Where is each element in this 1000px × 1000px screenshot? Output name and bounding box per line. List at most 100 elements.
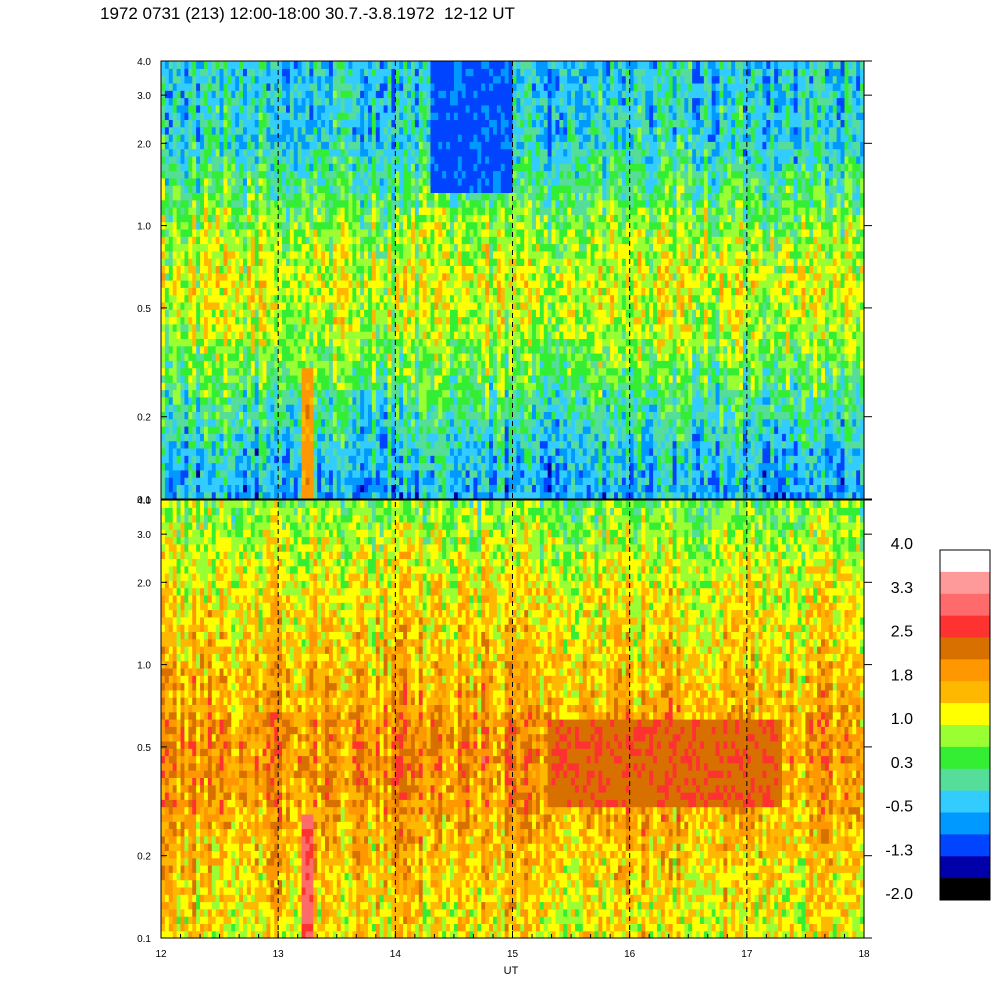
spectrogram-cell xyxy=(505,441,510,449)
spectrogram-cell xyxy=(415,397,420,405)
spectrogram-cell xyxy=(618,382,623,390)
spectrogram-cell xyxy=(579,360,584,368)
spectrogram-cell xyxy=(622,353,627,361)
spectrogram-cell xyxy=(282,463,287,471)
spectrogram-cell xyxy=(680,463,685,471)
spectrogram-cell xyxy=(641,397,646,405)
spectrogram-cell xyxy=(598,448,603,456)
spectrogram-cell xyxy=(829,338,834,346)
spectrogram-cell xyxy=(259,411,264,419)
spectrogram-cell xyxy=(587,360,592,368)
spectrogram-cell xyxy=(415,368,420,376)
spectrogram-cell xyxy=(606,375,611,383)
spectrogram-cell xyxy=(708,411,713,419)
spectrogram-cell xyxy=(345,382,350,390)
spectrogram-cell xyxy=(329,477,334,485)
spectrogram-cell xyxy=(778,368,783,376)
spectrogram-cell xyxy=(731,368,736,376)
spectrogram-cell xyxy=(759,317,764,325)
spectrogram-cell xyxy=(837,390,842,398)
spectrogram-cell xyxy=(782,382,787,390)
spectrogram-cell xyxy=(524,477,529,485)
spectrogram-cell xyxy=(223,441,228,449)
spectrogram-cell xyxy=(829,411,834,419)
spectrogram-cell xyxy=(333,470,338,478)
spectrogram-cell xyxy=(513,346,518,354)
spectrogram-cell xyxy=(231,463,236,471)
spectrogram-cell xyxy=(282,331,287,339)
spectrogram-cell xyxy=(399,404,404,412)
spectrogram-cell xyxy=(196,324,201,332)
spectrogram-cell xyxy=(544,455,549,463)
spectrogram-cell xyxy=(630,397,635,405)
spectrogram-cell xyxy=(220,492,225,500)
spectrogram-cell xyxy=(532,404,537,412)
spectrogram-cell xyxy=(813,470,818,478)
spectrogram-cell xyxy=(712,426,717,434)
spectrogram-cell xyxy=(520,346,525,354)
spectrogram-cell xyxy=(712,331,717,339)
spectrogram-cell xyxy=(399,411,404,419)
spectrogram-cell xyxy=(329,463,334,471)
spectrogram-cell xyxy=(231,470,236,478)
spectrogram-cell xyxy=(188,382,193,390)
spectrogram-cell xyxy=(727,441,732,449)
spectrogram-cell xyxy=(524,484,529,492)
spectrogram-cell xyxy=(513,463,518,471)
spectrogram-cell xyxy=(427,317,432,325)
spectrogram-cell xyxy=(216,309,221,317)
spectrogram-cell xyxy=(540,317,545,325)
spectrogram-cell xyxy=(247,477,252,485)
spectrogram-cell xyxy=(610,441,615,449)
spectrogram-cell xyxy=(692,419,697,427)
spectrogram-cell xyxy=(181,317,186,325)
spectrogram-cell xyxy=(177,331,182,339)
spectrogram-cell xyxy=(782,492,787,500)
spectrogram-cell xyxy=(438,463,443,471)
spectrogram-cell xyxy=(462,353,467,361)
spectrogram-cell xyxy=(552,368,557,376)
spectrogram-cell xyxy=(306,455,311,463)
spectrogram-cell xyxy=(618,346,623,354)
spectrogram-cell xyxy=(692,404,697,412)
spectrogram-cell xyxy=(528,484,533,492)
spectrogram-cell xyxy=(778,492,783,500)
spectrogram-cell xyxy=(833,368,838,376)
spectrogram-cell xyxy=(341,302,346,310)
spectrogram-cell xyxy=(376,353,381,361)
spectrogram-cell xyxy=(606,346,611,354)
spectrogram-cell xyxy=(653,375,658,383)
spectrogram-cell xyxy=(579,448,584,456)
spectrogram-cell xyxy=(841,346,846,354)
spectrogram-cell xyxy=(473,360,478,368)
spectrogram-cell xyxy=(622,368,627,376)
spectrogram-cell xyxy=(669,397,674,405)
spectrogram-cell xyxy=(766,338,771,346)
spectrogram-cell xyxy=(434,368,439,376)
spectrogram-cell xyxy=(762,433,767,441)
spectrogram-cell xyxy=(532,448,537,456)
spectrogram-cell xyxy=(337,426,342,434)
spectrogram-cell xyxy=(286,477,291,485)
spectrogram-cell xyxy=(266,295,271,303)
spectrogram-cell xyxy=(290,317,295,325)
spectrogram-cell xyxy=(169,353,174,361)
spectrogram-cell xyxy=(790,411,795,419)
spectrogram-cell xyxy=(583,448,588,456)
spectrogram-cell xyxy=(489,492,494,500)
spectrogram-cell xyxy=(329,360,334,368)
spectrogram-cell xyxy=(661,404,666,412)
spectrogram-cell xyxy=(571,404,576,412)
spectrogram-cell xyxy=(388,382,393,390)
spectrogram-cell xyxy=(595,338,600,346)
spectrogram-cell xyxy=(223,324,228,332)
spectrogram-cell xyxy=(497,470,502,478)
spectrogram-cell xyxy=(380,404,385,412)
spectrogram-cell xyxy=(704,375,709,383)
spectrogram-cell xyxy=(829,455,834,463)
spectrogram-cell xyxy=(341,295,346,303)
spectrogram-cell xyxy=(364,433,369,441)
spectrogram-cell xyxy=(348,360,353,368)
spectrogram-cell xyxy=(196,433,201,441)
spectrogram-cell xyxy=(399,419,404,427)
